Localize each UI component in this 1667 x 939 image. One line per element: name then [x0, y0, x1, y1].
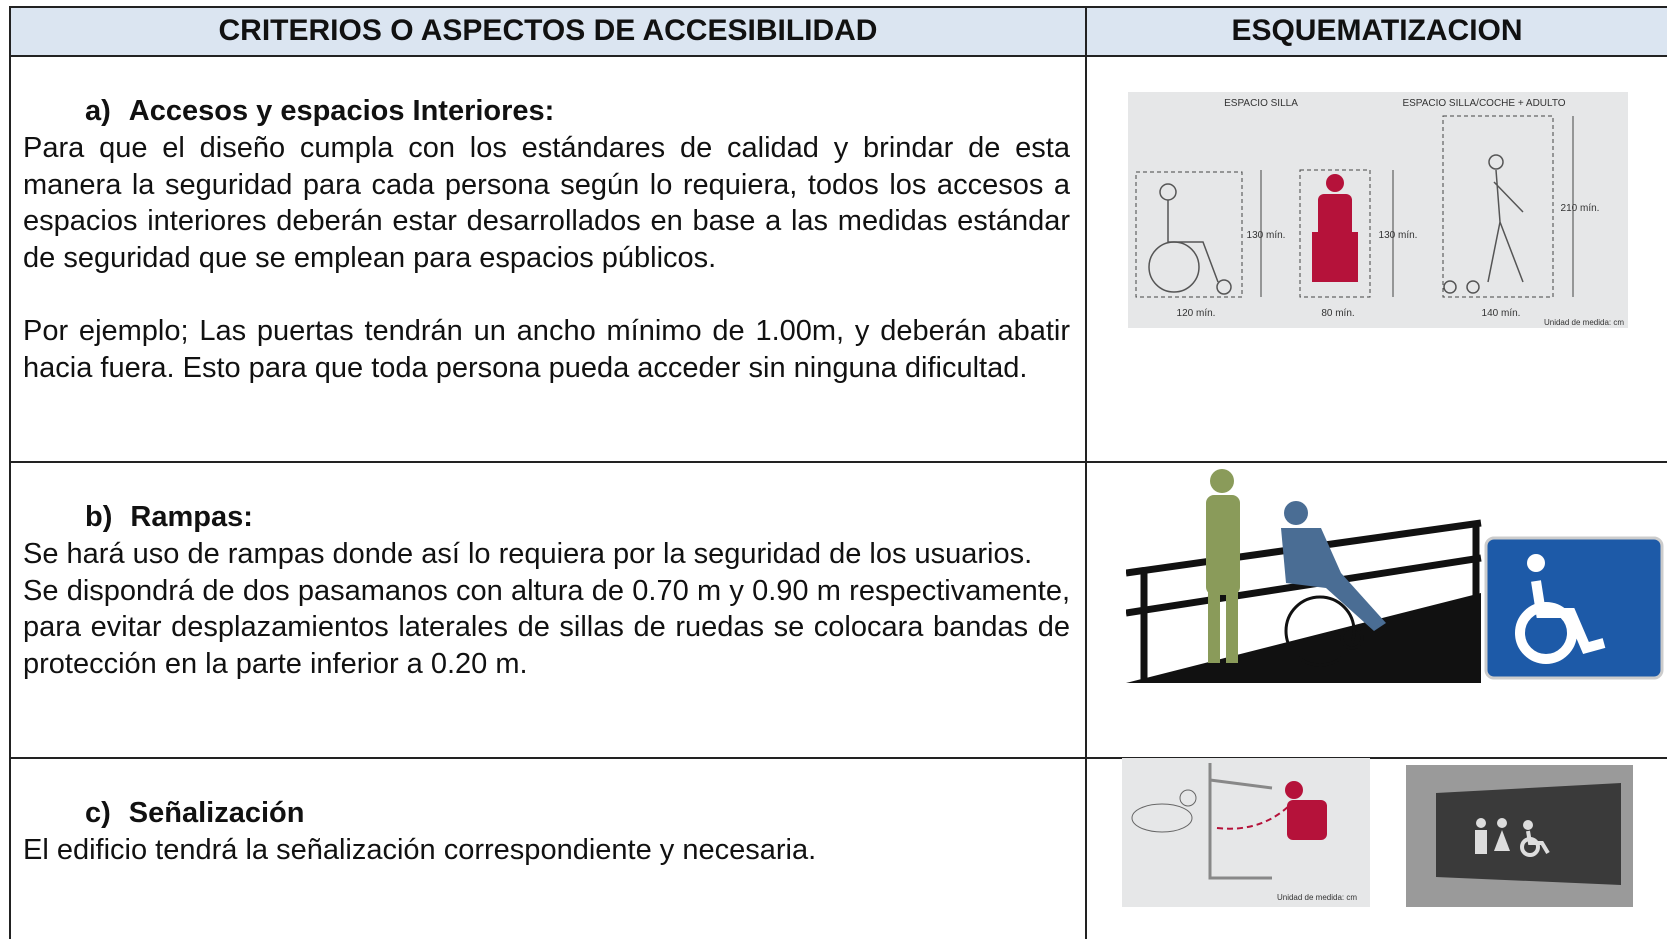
paragraph: Se hará uso de rampas donde así lo requi…: [23, 538, 1033, 570]
figure-label: ESPACIO SILLA: [1224, 98, 1298, 109]
paragraph: Para que el diseño cumpla con los estánd…: [23, 132, 1070, 275]
criterion-cell: a) Accesos y espacios Interiores: Para qu…: [23, 93, 1070, 386]
figure-label: Unidad de medida: cm: [1544, 318, 1624, 327]
figure-label: 130 mín.: [1379, 230, 1418, 241]
section-heading: b) Rampas:: [85, 499, 1070, 536]
paragraph: Se dispondrá de dos pasamanos con altura…: [23, 574, 1070, 681]
figure-label: 140 mín.: [1482, 308, 1521, 319]
section-heading: a) Accesos y espacios Interiores:: [85, 93, 1070, 130]
section-title: Señalización: [128, 797, 305, 829]
section-title: Accesos y espacios Interiores:: [128, 95, 555, 127]
figure-label: 80 mín.: [1321, 308, 1354, 319]
paragraph: El edificio tendrá la señalización corre…: [23, 834, 817, 866]
ramp-illustration: [1126, 469, 1664, 683]
row-line: [9, 757, 1667, 759]
criterion-cell: c) Señalización El edificio tendrá la señ…: [23, 795, 1070, 869]
figure-label: ESPACIO SILLA/COCHE + ADULTO: [1402, 98, 1565, 109]
header-cell: CRITERIOS O ASPECTOS DE ACCESIBILIDAD: [11, 8, 1085, 55]
door-clearance-diagram: Unidad de medida: cm: [1122, 758, 1370, 907]
wheelchair-space-diagram: ESPACIO SILLA ESPACIO SILLA/COCHE + ADUL…: [1128, 92, 1628, 328]
restroom-sign-photo: [1406, 765, 1633, 907]
figure-label: 210 mín.: [1561, 203, 1600, 214]
figure-label: Unidad de medida: cm: [1277, 893, 1357, 902]
table-border: [9, 6, 1667, 939]
section-marker: c): [85, 797, 111, 829]
section-marker: a): [85, 95, 111, 127]
section-marker: b): [85, 501, 113, 533]
figure-label: 130 mín.: [1247, 230, 1286, 241]
section-title: Rampas:: [130, 501, 253, 533]
paragraph: Por ejemplo; Las puertas tendrán un anch…: [23, 314, 1070, 384]
header-cell: ESQUEMATIZACION: [1087, 8, 1667, 55]
criterion-cell: b) Rampas: Se hará uso de rampas donde as…: [23, 499, 1070, 683]
row-line: [9, 55, 1667, 57]
column-line: [1085, 6, 1087, 939]
row-line: [9, 461, 1667, 463]
figure-label: 120 mín.: [1177, 308, 1216, 319]
section-heading: c) Señalización: [85, 795, 1070, 832]
